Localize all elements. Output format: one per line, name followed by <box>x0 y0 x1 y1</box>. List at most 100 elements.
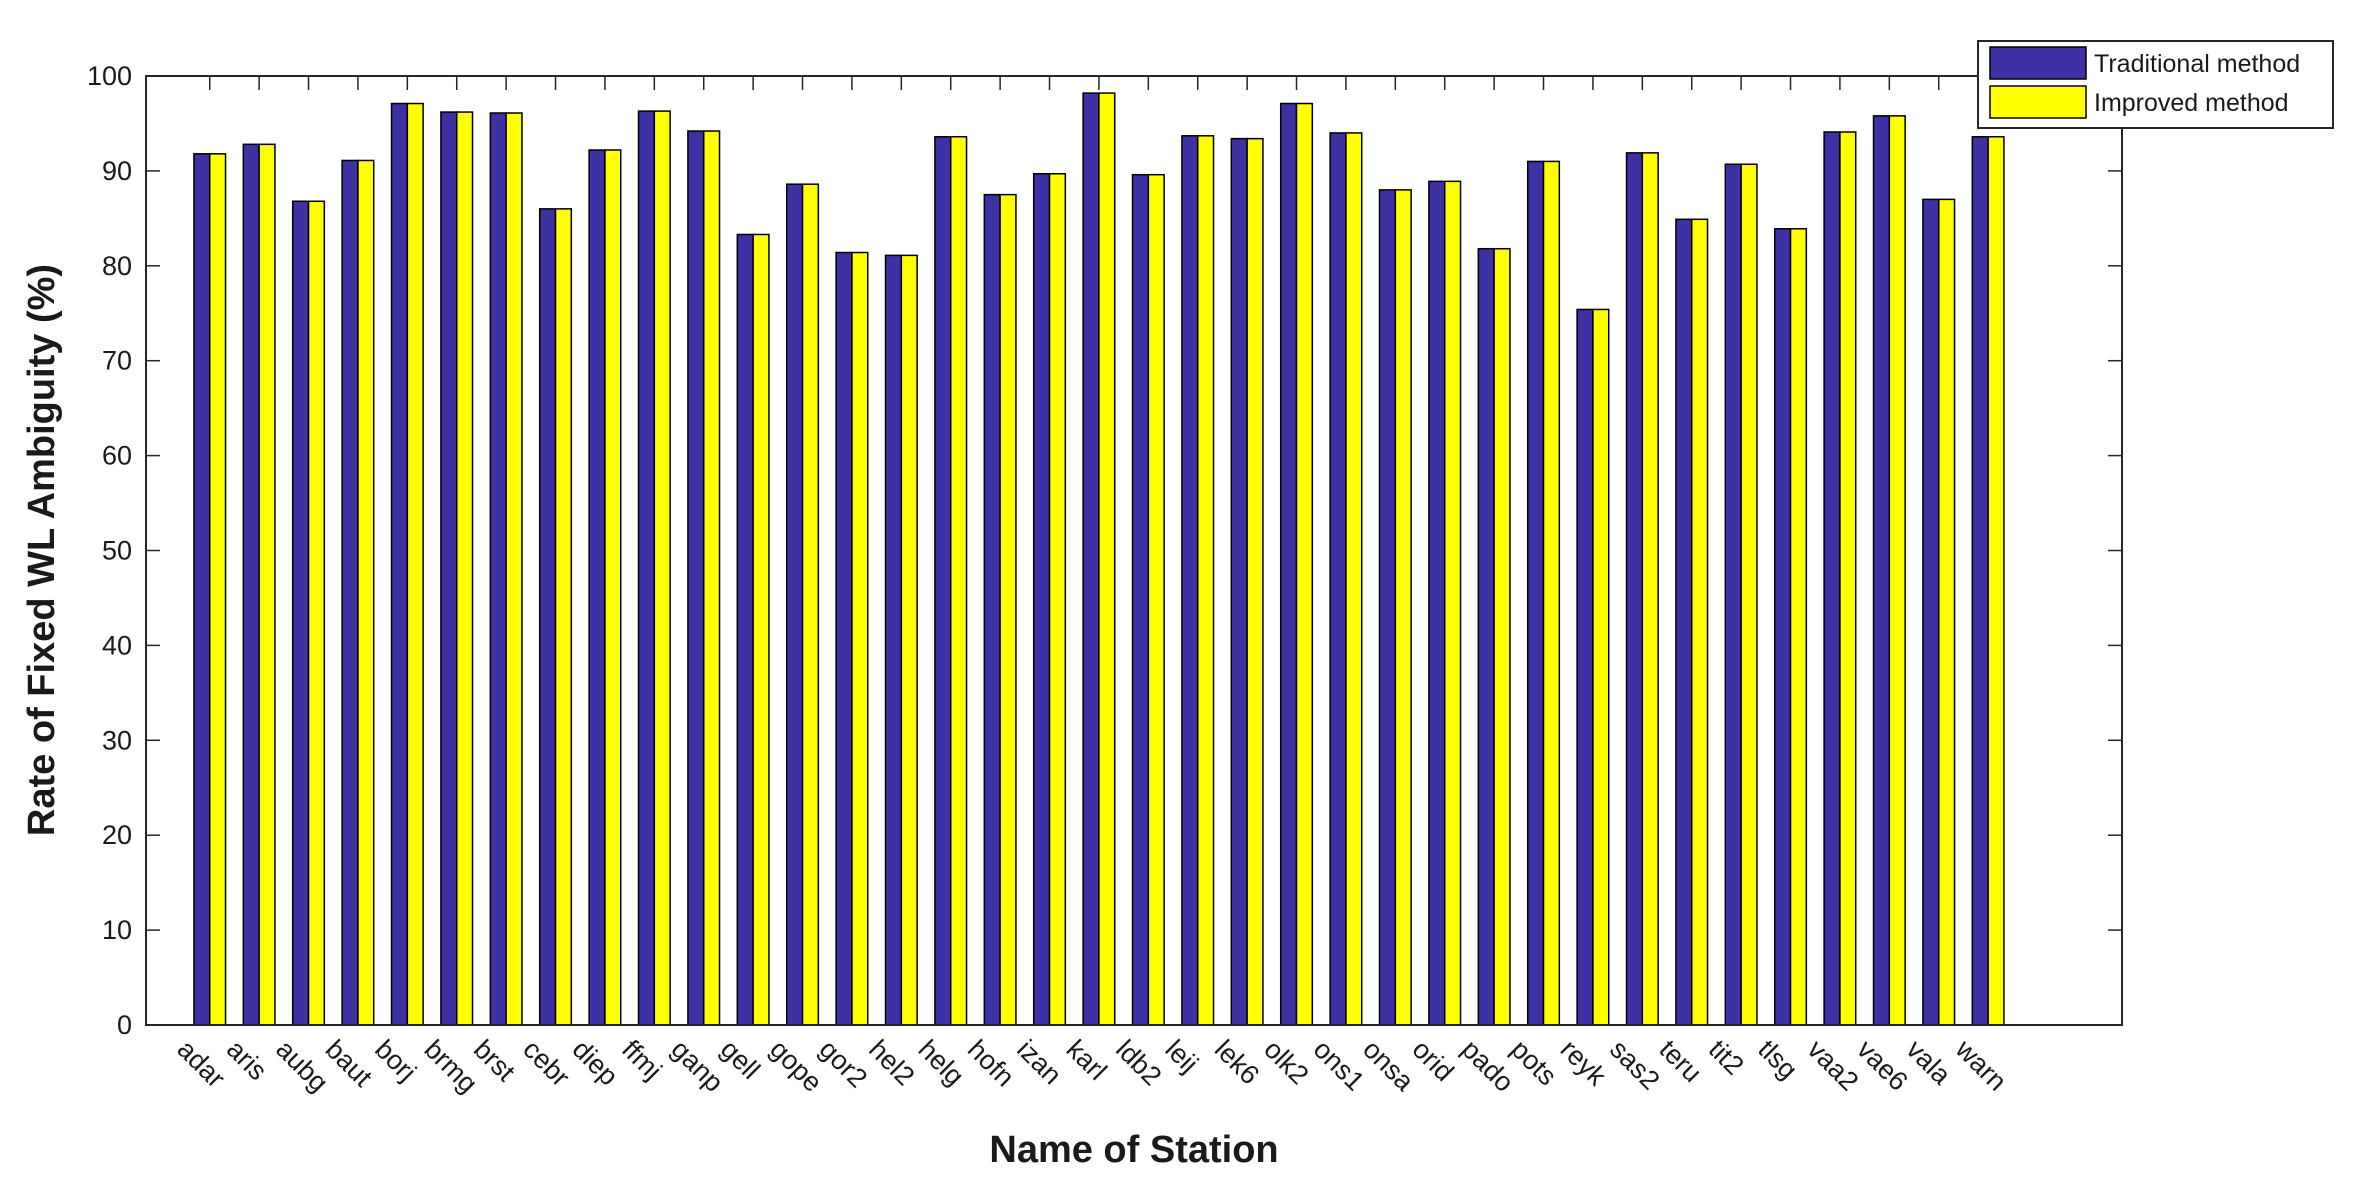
bar <box>1147 173 1165 1026</box>
y-tick-label: 80 <box>102 251 132 281</box>
bar <box>801 183 820 1026</box>
bar <box>1181 135 1199 1026</box>
x-tick-label: pado <box>1456 1034 1520 1098</box>
x-tick-label: ons1 <box>1308 1034 1371 1097</box>
x-tick-label: borj <box>369 1034 422 1087</box>
bar <box>1740 163 1758 1026</box>
bar <box>538 208 557 1026</box>
bar <box>1576 308 1594 1026</box>
bar <box>193 153 211 1026</box>
bar <box>1971 135 1989 1026</box>
bar <box>242 143 260 1026</box>
bar <box>406 102 424 1026</box>
bar <box>1329 132 1347 1026</box>
bar <box>1592 308 1610 1026</box>
bar <box>736 233 754 1026</box>
bar <box>1279 102 1298 1026</box>
y-tick-label: 30 <box>102 725 132 755</box>
bar <box>1345 132 1363 1026</box>
bar <box>1230 137 1248 1026</box>
bar <box>1987 135 2005 1026</box>
x-tick-label: vaa2 <box>1802 1034 1865 1097</box>
bar <box>752 233 770 1026</box>
bar <box>357 159 375 1026</box>
bar <box>785 183 804 1026</box>
x-tick-label: vala <box>1900 1034 1957 1091</box>
legend-swatch <box>1989 46 2087 80</box>
bar <box>1131 173 1150 1026</box>
bar <box>1443 180 1462 1026</box>
x-tick-label: helg <box>912 1034 969 1091</box>
bar <box>1641 152 1659 1026</box>
x-tick-label: leij <box>1159 1034 1204 1079</box>
bar <box>1823 131 1841 1026</box>
bar <box>702 130 721 1026</box>
bar <box>258 143 276 1026</box>
bar <box>341 159 359 1026</box>
x-tick-label: lek6 <box>1209 1034 1265 1090</box>
x-tick-label: ganp <box>665 1034 729 1098</box>
bar <box>637 110 656 1026</box>
bar <box>1542 160 1561 1026</box>
x-tick-label: aubg <box>270 1034 334 1098</box>
bar <box>1196 135 1215 1026</box>
x-tick-label: onsa <box>1357 1034 1420 1097</box>
y-tick-label: 20 <box>102 820 132 850</box>
y-tick-label: 70 <box>102 346 132 376</box>
legend-label: Traditional method <box>2094 50 2300 78</box>
x-tick-label: brmg <box>418 1034 483 1099</box>
bar <box>1789 228 1808 1026</box>
bar <box>390 102 409 1026</box>
y-tick-label: 90 <box>102 156 132 186</box>
bar <box>505 112 523 1026</box>
bar <box>1922 198 1940 1026</box>
x-tick-label: pots <box>1505 1034 1562 1091</box>
bar <box>1872 115 1891 1026</box>
bar <box>440 111 458 1026</box>
y-tick-label: 0 <box>117 1010 132 1040</box>
x-tick-label: adar <box>171 1034 230 1093</box>
bar <box>1724 163 1742 1026</box>
bar <box>307 200 326 1026</box>
bar <box>983 193 1001 1026</box>
x-tick-label: tlsg <box>1752 1034 1803 1085</box>
bar <box>1082 92 1100 1026</box>
y-tick-label: 10 <box>102 915 132 945</box>
bar <box>588 149 606 1026</box>
bar <box>1690 218 1709 1026</box>
bar <box>1839 131 1857 1026</box>
legend-swatch <box>1989 85 2087 119</box>
x-tick-label: diep <box>567 1034 624 1091</box>
bar <box>1032 172 1051 1026</box>
bar <box>884 254 903 1026</box>
bar <box>1493 247 1511 1026</box>
y-tick-label: 40 <box>102 630 132 660</box>
bar <box>291 200 310 1026</box>
bar <box>1394 189 1412 1026</box>
bar <box>900 254 918 1026</box>
y-tick-label: 50 <box>102 536 132 566</box>
bar <box>1098 92 1116 1026</box>
bar <box>604 149 622 1026</box>
bar <box>489 112 507 1026</box>
x-tick-label: ldb2 <box>1110 1034 1167 1091</box>
bar <box>999 193 1017 1026</box>
x-tick-label: izan <box>1011 1034 1067 1090</box>
bar <box>1477 247 1495 1026</box>
x-tick-label: karl <box>1061 1034 1113 1086</box>
bar <box>934 135 952 1026</box>
x-tick-label: cebr <box>517 1034 575 1092</box>
bar <box>1773 228 1792 1026</box>
x-tick-label: hofn <box>962 1034 1020 1092</box>
x-tick-label: aris <box>221 1034 273 1086</box>
x-tick-label: olk2 <box>1258 1034 1314 1090</box>
x-axis-label: Name of Station <box>989 1129 1278 1171</box>
axes-box <box>145 75 2123 1026</box>
bar <box>851 251 869 1026</box>
bar <box>1378 189 1397 1026</box>
y-axis-label: Rate of Fixed WL Ambiguity (%) <box>21 264 63 836</box>
x-tick-label: tit2 <box>1703 1034 1750 1081</box>
x-tick-label: baut <box>320 1034 379 1093</box>
bar <box>1888 115 1906 1026</box>
x-tick-label: vae6 <box>1851 1034 1914 1097</box>
